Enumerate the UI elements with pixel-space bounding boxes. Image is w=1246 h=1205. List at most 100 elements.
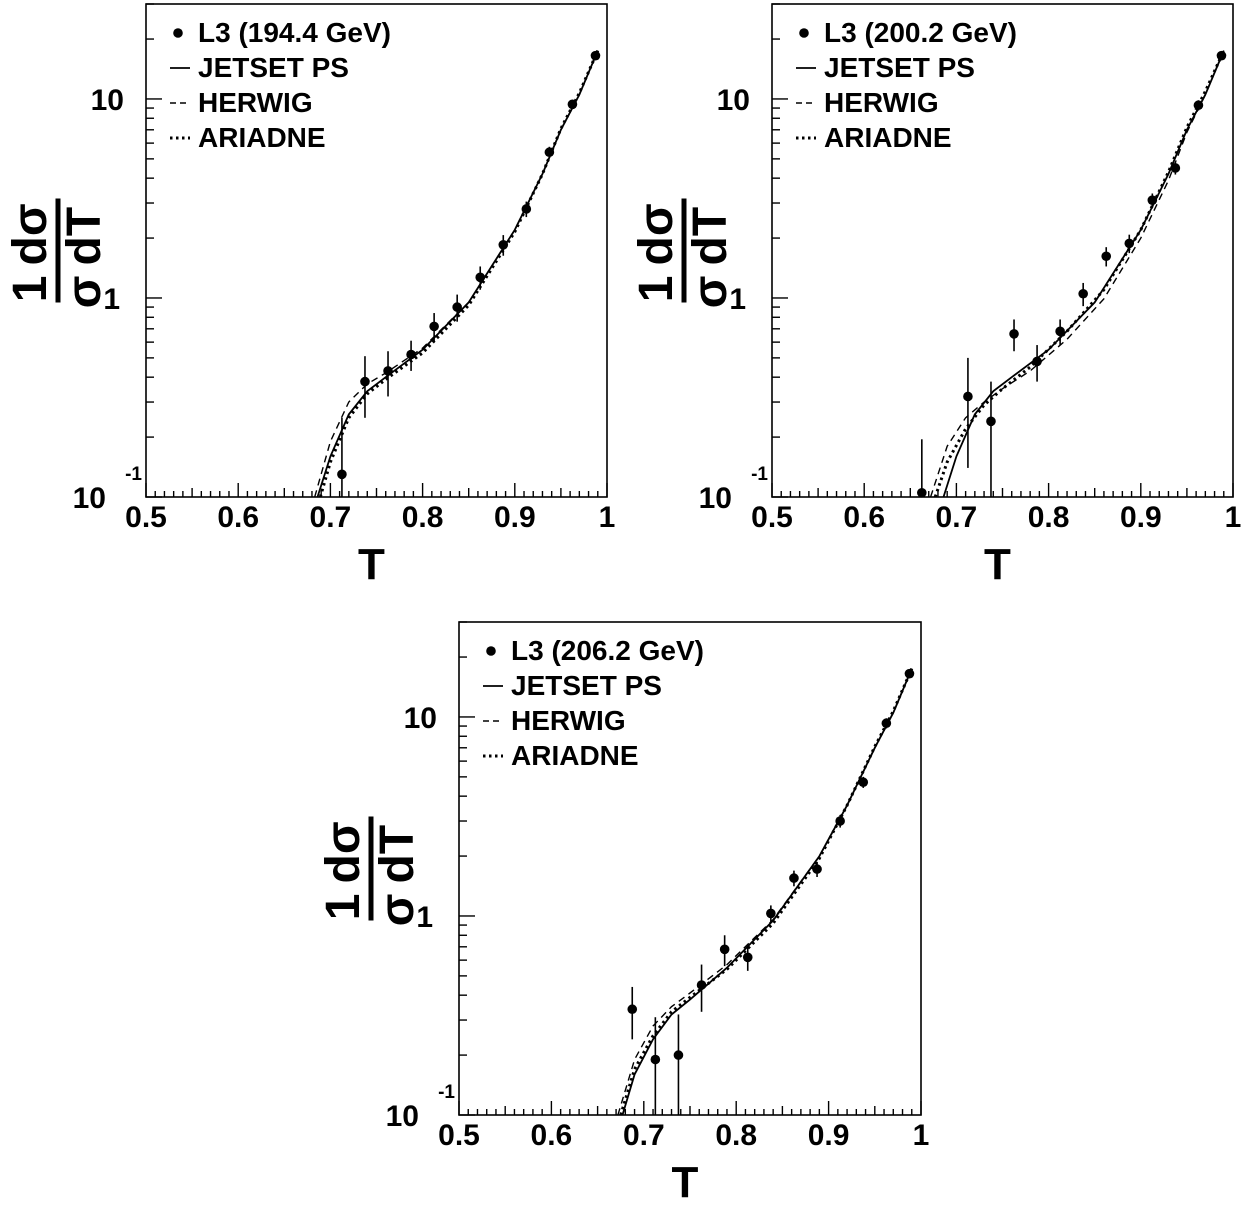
legend-label-ariadne: ARIADNE (511, 740, 639, 771)
data-point (904, 668, 915, 679)
y-label-num-dsigma: dσ (630, 203, 683, 265)
data-point (544, 147, 555, 158)
x-tick-label: 0.9 (1120, 501, 1162, 534)
data-point (452, 302, 462, 312)
legend: L3 (206.2 GeV) JETSET PS HERWIG ARIADNE (483, 635, 704, 771)
model-curves (314, 50, 600, 497)
x-tick-label: 0.5 (438, 1119, 480, 1152)
data-point (627, 1004, 638, 1015)
data-point (1032, 356, 1042, 367)
y-label-num-1: 1 (4, 276, 57, 303)
series-line-herwig (617, 668, 913, 1115)
x-tick-label: 0.6 (843, 501, 885, 534)
x-tick-label: 0.8 (715, 1119, 757, 1152)
data-point (1055, 326, 1065, 337)
chart-panel-3: 0.5 0.6 0.7 0.8 0.9 1 10 1 10 -1 T 1 dσσ dT L3 (206.2 … (317, 621, 930, 1205)
x-axis-label: T (672, 1158, 699, 1205)
legend-marker-data (799, 28, 809, 38)
legend-label-ariadne: ARIADNE (198, 122, 326, 153)
x-tick-label: 0.5 (125, 501, 167, 534)
data-point (858, 777, 869, 788)
series-line-jetset-ps (621, 668, 913, 1115)
y-tick-label-exponent: -1 (751, 464, 768, 485)
y-tick-label-exponent: -1 (125, 464, 142, 485)
data-point (360, 376, 370, 387)
data-point (406, 349, 416, 360)
y-label-num-dsigma: dσ (317, 821, 370, 883)
y-tick-label-10-base: 10 (386, 1100, 419, 1133)
legend-label-data: L3 (206.2 GeV) (511, 635, 704, 666)
x-tick-label: 1 (913, 1119, 930, 1152)
data-point (696, 980, 707, 990)
data-point (1216, 50, 1227, 61)
data-point (475, 272, 486, 283)
y-label-den-sigma: σ (371, 894, 424, 927)
data-point (383, 366, 393, 376)
y-tick-label-10-base: 10 (73, 482, 106, 515)
data-point (650, 1054, 661, 1065)
data-point (766, 908, 776, 919)
legend-label-jetset-ps: JETSET PS (824, 52, 975, 83)
data-point (719, 944, 730, 955)
series-line-herwig (314, 50, 599, 497)
y-label-den-sigma: σ (58, 276, 111, 309)
data-point (337, 469, 347, 480)
data-point (590, 50, 601, 61)
data-point (963, 391, 973, 402)
series-line-jetset-ps (942, 50, 1225, 497)
x-tick-label: 0.7 (310, 501, 352, 534)
x-tick-label: 0.7 (623, 1119, 665, 1152)
x-tick-label: 0.5 (751, 501, 793, 534)
chart-panel-1: 0.5 0.6 0.7 0.8 0.9 1 10 1 10 -1 T 1 dσσ dT L3 (194.4 … (4, 3, 615, 589)
y-tick-label-1: 1 (103, 283, 120, 316)
y-axis-label: 1 dσσ dT (4, 198, 111, 309)
legend-marker-data (173, 28, 183, 38)
legend-marker-data (486, 646, 496, 656)
legend-label-herwig: HERWIG (824, 87, 939, 118)
y-tick-label-10: 10 (404, 702, 437, 735)
x-tick-label: 0.8 (1028, 501, 1070, 534)
y-label-den-dT: dT (371, 825, 424, 884)
data-point (1101, 251, 1112, 262)
x-tick-label: 0.9 (808, 1119, 850, 1152)
y-tick-label-10-base: 10 (699, 482, 732, 515)
y-tick-label-10: 10 (717, 84, 750, 117)
data-points (627, 668, 915, 1115)
x-tick-label: 0.7 (936, 501, 978, 534)
y-label-den-dT: dT (684, 207, 737, 266)
data-point (498, 240, 509, 250)
x-tick-label: 0.8 (402, 501, 444, 534)
legend-label-jetset-ps: JETSET PS (511, 670, 662, 701)
chart-panel-2: 0.5 0.6 0.7 0.8 0.9 1 10 1 10 -1 T 1 dσσ dT L3 (200.2 … (630, 3, 1241, 589)
y-tick-label-exponent: -1 (438, 1082, 455, 1103)
data-point (986, 416, 996, 427)
model-curves (929, 49, 1226, 497)
data-point (812, 864, 822, 874)
data-point (742, 952, 753, 963)
x-tick-label: 0.9 (494, 501, 536, 534)
model-curves (617, 668, 914, 1115)
legend: L3 (200.2 GeV) JETSET PS HERWIG ARIADNE (796, 17, 1017, 153)
legend-label-ariadne: ARIADNE (824, 122, 952, 153)
data-point (1147, 195, 1158, 205)
y-label-num-1: 1 (317, 894, 370, 921)
y-tick-label-10: 10 (91, 84, 124, 117)
data-point (1193, 100, 1204, 111)
data-point (835, 816, 845, 826)
legend-label-herwig: HERWIG (198, 87, 313, 118)
data-point (429, 321, 439, 332)
legend-label-herwig: HERWIG (511, 705, 626, 736)
series-line-ariadne (318, 50, 600, 497)
x-axis-label: T (358, 540, 385, 589)
series-line-ariadne (619, 668, 914, 1115)
legend-label-data: L3 (200.2 GeV) (824, 17, 1017, 48)
data-point (673, 1050, 684, 1060)
data-point (1009, 329, 1019, 339)
data-point (1078, 288, 1088, 299)
legend-label-data: L3 (194.4 GeV) (198, 17, 391, 48)
data-point (1170, 163, 1181, 173)
data-point (521, 204, 532, 214)
y-label-num-dsigma: dσ (4, 203, 57, 265)
series-line-herwig (929, 50, 1225, 497)
